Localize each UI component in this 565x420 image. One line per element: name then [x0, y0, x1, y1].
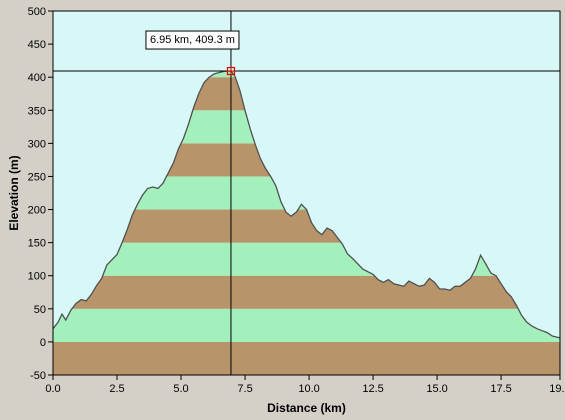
x-tick-label: 10.0 [298, 383, 319, 395]
coordinate-readout-text: 6.95 km, 409.3 m [150, 34, 235, 46]
x-axis-title: Distance (km) [267, 401, 346, 415]
y-axis: -50 0 50 100 150 200 250 300 350 400 450 500 [28, 6, 53, 382]
elevation-band [53, 341, 560, 375]
y-tick-label: 200 [28, 205, 46, 217]
y-tick-label: 500 [28, 6, 46, 18]
coordinate-readout-box [145, 30, 240, 50]
x-tick-label: 5.0 [173, 383, 188, 395]
x-tick-label: 2.5 [109, 383, 124, 395]
x-tick-label: 12.5 [362, 383, 383, 395]
y-tick-label: 250 [28, 171, 46, 183]
y-tick-label: 100 [28, 271, 46, 283]
x-tick-label: 0.0 [45, 383, 60, 395]
x-tick-label: 7.5 [237, 383, 252, 395]
plot-border [52, 10, 561, 376]
position-marker [226, 66, 236, 76]
x-tick-label: 17.5 [490, 383, 511, 395]
y-axis-title: Elevation (m) [7, 155, 21, 230]
y-tick-label: -50 [30, 370, 46, 382]
coordinate-readout: 6.95 km, 409.3 m [145, 30, 240, 50]
plot-area[interactable]: 6.95 km, 409.3 m [52, 10, 561, 376]
y-tick-label: 350 [28, 105, 46, 117]
x-axis: 0.0 2.5 5.0 7.5 10.0 12.5 15.0 17.5 19.8 [45, 375, 565, 395]
y-tick-label: 50 [34, 304, 46, 316]
y-tick-label: 0 [40, 337, 46, 349]
y-tick-label: 150 [28, 238, 46, 250]
y-tick-label: 450 [28, 39, 46, 51]
x-tick-label: 19.8 [549, 383, 565, 395]
elevation-band [53, 308, 560, 342]
elevation-band [53, 275, 560, 309]
y-tick-label: 300 [28, 138, 46, 150]
y-tick-label: 400 [28, 72, 46, 84]
elevation-profile-line [52, 70, 561, 339]
x-tick-label: 15.0 [426, 383, 447, 395]
